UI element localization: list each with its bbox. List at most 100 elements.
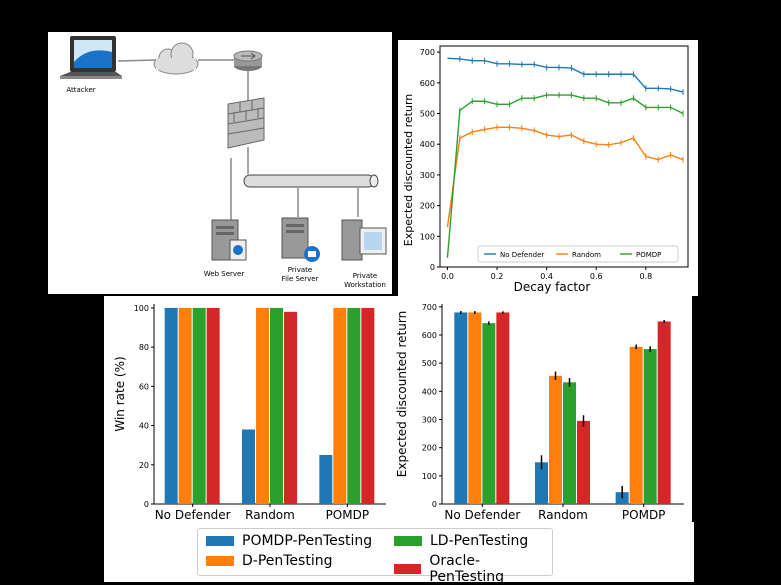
bar-ld-pentesting [347,307,361,504]
y-axis-label: Expected discounted return [395,311,409,477]
x-tick-label: Random [245,508,295,522]
y-tick-label: 700 [420,48,435,57]
series-line-no-defender [447,57,684,93]
plot-frame [439,45,689,268]
legend-label: LD-PenTesting [430,533,529,549]
bar-d-pentesting [629,346,643,504]
bar-d-pentesting [549,375,562,504]
bar-d-pentesting [178,307,192,504]
series-line-pomdp [446,94,684,258]
legend-item-d-pentesting: D-PenTesting [206,553,332,569]
y-tick-label: 100 [420,232,435,241]
x-tick-label: 0.4 [540,272,553,281]
y-axis-label: Expected discounted return [402,94,415,247]
y-tick-label: 500 [420,110,435,119]
x-tick-label: Random [538,508,588,522]
x-tick-label: POMDP [622,508,666,522]
network-diagram-svg: Attacker Web Server Private File Server … [60,36,387,289]
y-tick-label: 500 [422,359,437,368]
attacker-label: Attacker [66,86,95,94]
bar-pomdp-pentesting [242,429,255,504]
network-bus [243,174,379,188]
legend-item-pomdp-pentesting: POMDP-PenTesting [206,533,372,549]
bar-oracle-pentesting [284,311,297,504]
bar-ld-pentesting [270,307,283,504]
legend-swatch [394,564,422,574]
bar-oracle-pentesting [496,312,510,504]
legend-item-ld-pentesting: LD-PenTesting [394,533,528,549]
y-tick-label: 0 [144,500,149,509]
y-tick-label: 100 [422,472,437,481]
file-server-label-1: Private [288,266,312,274]
legend-swatch [394,536,422,546]
bar-ld-pentesting [482,323,496,504]
bar-pomdp-pentesting [164,307,178,504]
y-tick-label: 600 [420,79,435,88]
y-tick-label: 300 [422,415,437,424]
firewall-icon [227,97,265,149]
y-tick-label: 300 [420,171,435,180]
bar-pomdp-pentesting [535,462,548,504]
workstation-label-2: Workstation [344,281,386,289]
y-tick-label: 100 [134,304,149,313]
bar-oracle-pentesting [361,307,375,504]
file-server-label-2: File Server [282,275,319,283]
bar-d-pentesting [256,307,269,504]
decay-line-chart-svg: Decay factor Expected discounted return … [402,45,689,294]
bar-d-pentesting [468,312,482,504]
y-tick-label: 80 [139,343,149,352]
y-tick-label: 700 [422,303,437,312]
y-tick-label: 200 [420,202,435,211]
legend-label: POMDP [636,251,661,259]
laptop-icon [60,36,122,79]
bar-oracle-pentesting [657,321,671,504]
bar-d-pentesting [333,307,347,504]
series-line-random [446,126,684,228]
y-tick-label: 60 [139,382,149,391]
legend-swatch [206,536,234,546]
chart-legend [477,245,679,263]
legend-label: D-PenTesting [242,553,333,569]
bar-ld-pentesting [563,382,576,504]
link-attacker-cloud [117,59,157,62]
web-server-icon [211,219,247,261]
bar-ld-pentesting [192,307,206,504]
x-tick-label: No Defender [444,508,520,522]
legend-label: POMDP-PenTesting [242,533,373,549]
workstation-label-1: Private [353,272,377,280]
decay-line-chart: Decay factor Expected discounted return … [398,40,698,296]
bar-pomdp-pentesting [319,454,333,504]
y-tick-label: 200 [422,444,437,453]
shared-legend: POMDP-PenTesting LD-PenTesting D-PenTest… [104,522,694,585]
x-tick-label: 0.2 [491,272,504,281]
workstation-icon [341,219,387,261]
bar-oracle-pentesting [206,307,220,504]
x-tick-label: 0.6 [590,272,603,281]
web-server-label: Web Server [204,270,245,278]
x-tick-label: POMDP [326,508,370,522]
bar-oracle-pentesting [577,420,590,504]
win-rate-chart: Win rate (%) 0 20 40 60 80 100 No Defender Rand… [104,296,392,526]
x-tick-label: 0.8 [639,272,652,281]
x-axis-label: Decay factor [514,280,591,294]
legend-swatch [206,556,234,566]
cloud-icon [153,42,199,75]
y-tick-label: 400 [420,140,435,149]
router-icon [233,50,263,71]
y-tick-label: 600 [422,331,437,340]
y-axis-label: Win rate (%) [113,356,127,431]
bar-ld-pentesting [643,349,657,504]
x-tick-label: 0.0 [441,272,454,281]
legend-box: POMDP-PenTesting LD-PenTesting D-PenTest… [197,528,553,585]
legend-label: Oracle-PenTesting [429,553,505,585]
y-tick-label: 40 [139,422,149,431]
y-tick-label: 0 [430,263,435,272]
x-tick-label: No Defender [155,508,231,522]
network-diagram: Attacker Web Server Private File Server … [48,32,392,294]
legend-label: Random [572,251,601,259]
legend-label: No Defender [500,251,544,259]
return-bar-chart-svg: Expected discounted return 0 100 200 300 400… [395,303,684,522]
legend-item-oracle-pentesting: Oracle-PenTesting [394,553,552,585]
return-bar-chart: Expected discounted return 0 100 200 300 400… [392,296,692,526]
win-rate-chart-svg: Win rate (%) 0 20 40 60 80 100 No Defender Rand… [113,304,386,522]
